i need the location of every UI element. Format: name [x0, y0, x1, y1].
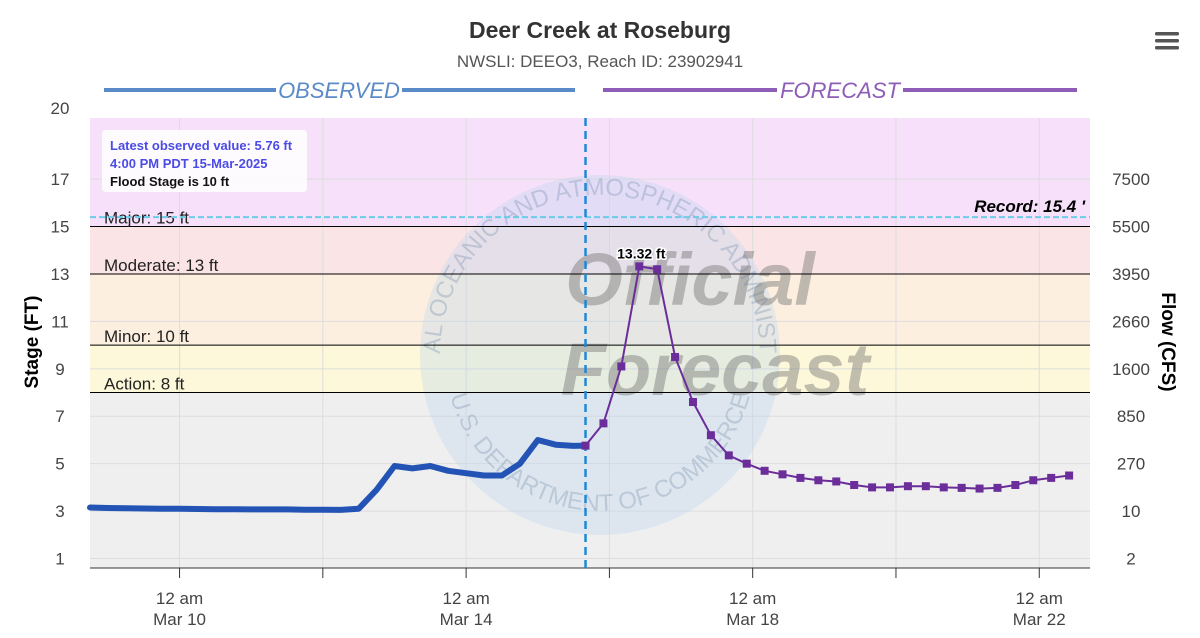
forecast-point: [939, 483, 948, 492]
y-tick-label: 7: [55, 407, 64, 426]
y-tick-label: 20: [51, 99, 70, 118]
x-tick-label: Mar 10: [153, 610, 206, 629]
y2-tick-label: 3950: [1112, 265, 1150, 284]
x-tick-label: 12 am: [729, 589, 776, 608]
forecast-point: [742, 459, 751, 468]
chart-title: Deer Creek at Roseburg: [469, 17, 731, 43]
forecast-point: [671, 352, 680, 361]
bands: [90, 118, 1090, 568]
threshold-label: Moderate: 13 ft: [104, 256, 219, 275]
forecast-point: [688, 398, 697, 407]
x-tick-label: 12 am: [156, 589, 203, 608]
y-tick-label: 1: [55, 550, 64, 569]
forecast-point: [617, 362, 626, 371]
x-tick-label: 12 am: [442, 589, 489, 608]
forecast-point: [653, 265, 662, 274]
annotation-text: Latest observed value: 5.76 ft: [110, 138, 293, 153]
menu-bar[interactable]: [1155, 46, 1179, 50]
stage-band: [90, 273, 1090, 346]
record-label: Record: 15.4 ': [974, 197, 1086, 216]
y2-tick-label: 10: [1122, 502, 1141, 521]
annotation-box: [102, 130, 307, 192]
forecast-point: [635, 262, 644, 271]
forecast-point: [975, 484, 984, 493]
forecast-point: [581, 441, 590, 450]
stage-band: [90, 392, 1090, 568]
menu-bar[interactable]: [1155, 39, 1179, 43]
menu-bar[interactable]: [1155, 32, 1179, 36]
y-tick-label: 9: [55, 360, 64, 379]
y-tick-label: 17: [51, 170, 70, 189]
forecast-point: [832, 477, 841, 486]
x-tick-label: Mar 18: [726, 610, 779, 629]
y2-tick-label: 2660: [1112, 312, 1150, 331]
y-tick-label: 5: [55, 455, 64, 474]
forecast-point: [921, 482, 930, 491]
forecast-label: FORECAST: [780, 78, 901, 103]
y2-tick-label: 2: [1126, 550, 1135, 569]
x-tick-label: Mar 22: [1013, 610, 1066, 629]
annotation-text: Flood Stage is 10 ft: [110, 174, 230, 189]
forecast-point: [886, 483, 894, 492]
forecast-point: [1011, 481, 1020, 490]
forecast-point: [957, 483, 966, 492]
forecast-point: [760, 466, 769, 475]
forecast-point: [814, 476, 823, 485]
annotation-text: 4:00 PM PDT 15-Mar-2025: [110, 156, 268, 171]
y2-tick-label: 1600: [1112, 360, 1150, 379]
forecast-point: [778, 470, 787, 479]
y2-tick-label: 850: [1117, 407, 1145, 426]
y2-tick-label: 270: [1117, 455, 1145, 474]
forecast-point: [1065, 471, 1074, 480]
x-tick-label: 12 am: [1016, 589, 1063, 608]
y-tick-label: 11: [51, 312, 69, 331]
forecast-point: [868, 483, 877, 492]
chart-subtitle: NWSLI: DEEO3, Reach ID: 23902941: [457, 52, 743, 71]
forecast-point: [903, 482, 912, 491]
watermark: Official: [565, 238, 816, 321]
forecast-point: [1047, 473, 1056, 482]
forecast-point: [599, 419, 608, 428]
forecast-point: [796, 473, 805, 482]
threshold-label: Minor: 10 ft: [104, 327, 189, 346]
watermark: Forecast: [561, 328, 873, 411]
header-bg: [777, 78, 903, 102]
observed-label: OBSERVED: [278, 78, 400, 103]
forecast-point: [724, 451, 733, 460]
header-bg: [276, 78, 402, 102]
forecast-line: [584, 265, 1071, 490]
forecast-point: [850, 481, 859, 490]
y-axis-label: Stage (FT): [22, 296, 43, 389]
stage-band: [90, 226, 1090, 274]
forecast-point: [706, 431, 715, 440]
forecast-point: [1029, 476, 1038, 485]
observed-line: [87, 437, 589, 513]
y2-tick-label: 5500: [1112, 218, 1150, 237]
menu-icon[interactable]: [1155, 32, 1179, 50]
forecast-point: [993, 483, 1002, 492]
y2-tick-label: 7500: [1112, 170, 1150, 189]
y-tick-label: 15: [51, 218, 70, 237]
y-tick-label: 3: [55, 502, 64, 521]
seal-circle: [420, 175, 780, 535]
threshold-label: Action: 8 ft: [104, 375, 185, 394]
y2-axis-label: Flow (CFS): [1157, 292, 1178, 391]
y-tick-label: 13: [51, 265, 70, 284]
x-tick-label: Mar 14: [440, 610, 493, 629]
foreground: 1357911131517202102708501600266039505500…: [51, 78, 1150, 629]
data-label: 13.32 ft: [617, 245, 666, 261]
